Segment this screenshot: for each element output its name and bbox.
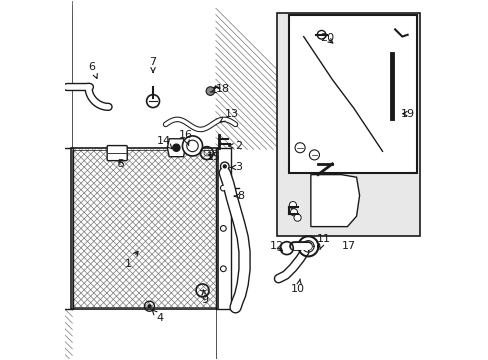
- Circle shape: [220, 185, 226, 191]
- Circle shape: [294, 143, 305, 153]
- Text: 14: 14: [157, 136, 172, 149]
- FancyBboxPatch shape: [107, 145, 127, 161]
- Text: 20: 20: [319, 33, 333, 43]
- Text: 8: 8: [234, 191, 244, 201]
- Circle shape: [222, 164, 226, 168]
- Text: 18: 18: [210, 84, 229, 94]
- Text: 7: 7: [149, 57, 156, 72]
- FancyBboxPatch shape: [215, 148, 230, 309]
- Text: 9: 9: [201, 289, 208, 305]
- FancyBboxPatch shape: [276, 13, 419, 235]
- Text: 13: 13: [220, 109, 239, 122]
- Text: 6: 6: [88, 62, 97, 78]
- Circle shape: [290, 209, 297, 216]
- Circle shape: [147, 304, 151, 309]
- Text: 1: 1: [124, 251, 138, 269]
- Text: 10: 10: [291, 279, 305, 294]
- Polygon shape: [167, 139, 185, 157]
- Circle shape: [289, 202, 296, 209]
- FancyBboxPatch shape: [60, 148, 73, 309]
- Circle shape: [172, 144, 180, 151]
- Circle shape: [220, 266, 226, 272]
- Text: 17: 17: [341, 241, 355, 251]
- Text: 15: 15: [206, 152, 221, 162]
- FancyBboxPatch shape: [289, 15, 416, 173]
- Text: 11: 11: [316, 234, 330, 249]
- Text: 5: 5: [117, 159, 124, 169]
- Circle shape: [182, 136, 202, 156]
- Text: 16: 16: [178, 130, 192, 145]
- Circle shape: [206, 87, 214, 95]
- Circle shape: [220, 162, 228, 171]
- Text: 19: 19: [400, 109, 414, 119]
- Text: 12: 12: [269, 241, 283, 251]
- Polygon shape: [310, 175, 359, 226]
- Text: 2: 2: [228, 141, 242, 151]
- Text: 3: 3: [229, 162, 242, 172]
- Circle shape: [293, 214, 301, 221]
- Circle shape: [309, 150, 319, 160]
- Text: 4: 4: [152, 310, 163, 323]
- Circle shape: [220, 226, 226, 231]
